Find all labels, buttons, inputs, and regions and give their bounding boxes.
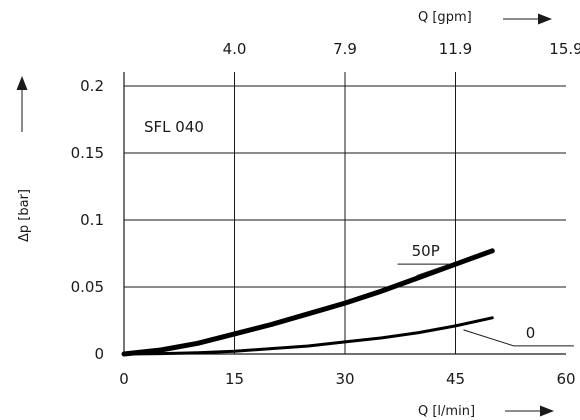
x-tick-label-1: 15 (225, 370, 244, 388)
y-axis-arrow-icon (16, 76, 28, 132)
y-tick-label-2: 0.1 (80, 211, 104, 229)
x-tick-label-2: 30 (335, 370, 354, 388)
series-line-1 (122, 316, 494, 356)
y-tick-label-0: 0 (94, 345, 104, 363)
grid (124, 72, 566, 354)
series-leader-0 (397, 263, 450, 277)
x2-axis-arrow-icon (503, 13, 552, 25)
x2-tick-label-1: 7.9 (333, 40, 357, 58)
series-group: 50P 0 (121, 242, 574, 357)
x2-tick-label-0: 4.0 (223, 40, 247, 58)
y-axis-label: Δp [bar] (17, 189, 32, 242)
x-tick-label-0: 0 (119, 370, 129, 388)
y-tick-label-4: 0.2 (80, 77, 104, 95)
series-label-1: 0 (526, 324, 536, 342)
series-leader-1 (463, 329, 574, 347)
x2-tick-label-3: 15.9 (549, 40, 580, 58)
series-line-0 (121, 248, 495, 357)
y-tick-label-3: 0.15 (71, 144, 104, 162)
y-tick-label-1: 0.05 (71, 278, 104, 296)
tick-labels: 0 15 30 45 60 4.0 7.9 11.9 15.9 0 0.05 0.1 0.15 0.2 (71, 40, 580, 388)
chart-annotation: SFL 040 (144, 118, 204, 136)
x-axis-label: Q [l/min] (418, 404, 475, 419)
x-tick-label-3: 45 (446, 370, 465, 388)
series-label-0: 50P (412, 242, 440, 260)
x-axis-arrow-icon (505, 405, 554, 417)
x-tick-label-4: 60 (556, 370, 575, 388)
x2-tick-label-2: 11.9 (439, 40, 472, 58)
x2-axis-label: Q [gpm] (418, 10, 472, 25)
